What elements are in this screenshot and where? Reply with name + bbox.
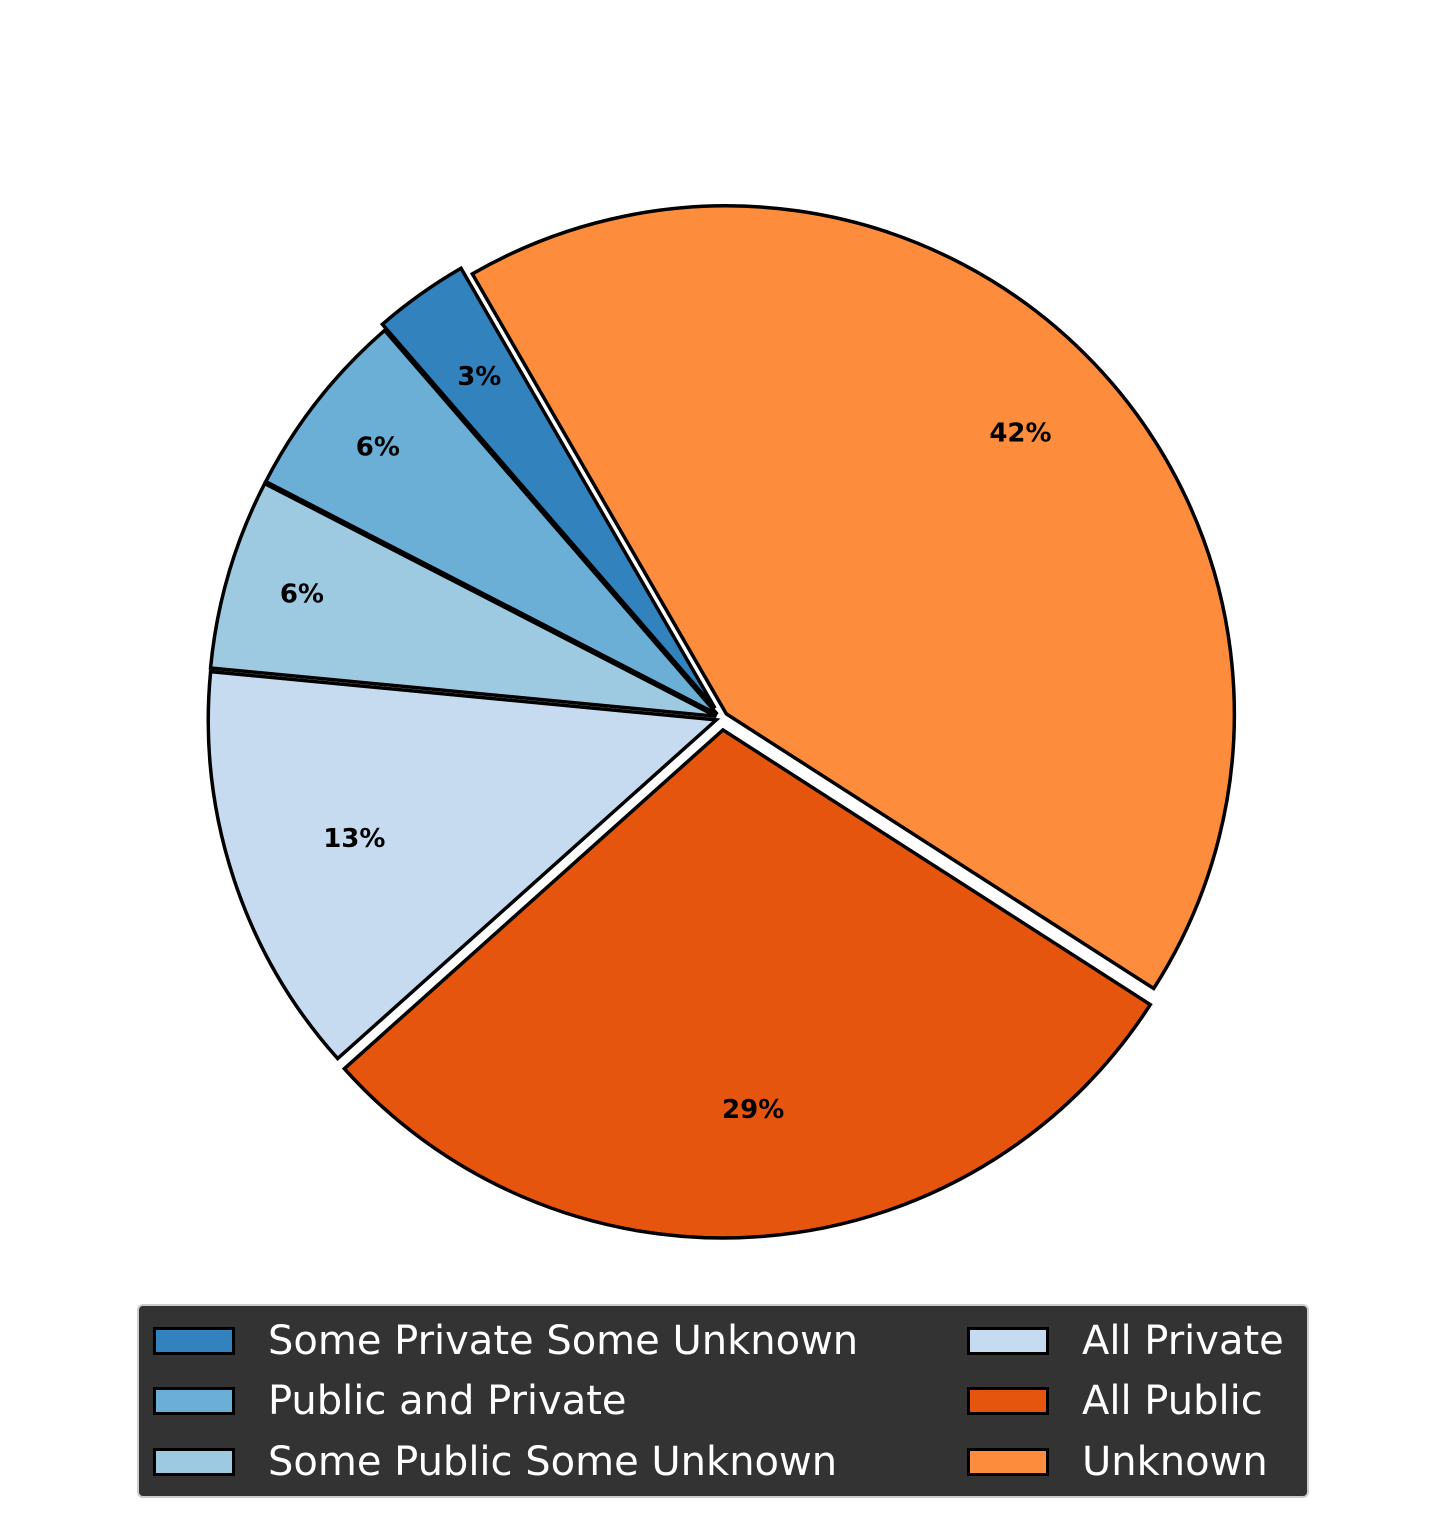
- legend-swatch: [153, 1327, 235, 1355]
- pie-slice-all-private: [206, 669, 721, 1062]
- legend-label: Some Private Some Unknown: [268, 1318, 859, 1364]
- pie-slice-some-private-some-unknown: [379, 265, 717, 710]
- pie-slice-unknown: [469, 204, 1237, 991]
- pie-label-unknown: 42%: [989, 418, 1051, 448]
- legend-item: Some Private Some Unknown: [153, 1313, 858, 1369]
- pie-slice-all-public: [341, 727, 1153, 1240]
- legend-item: Public and Private: [153, 1373, 627, 1429]
- legend-item: Some Public Some Unknown: [153, 1434, 837, 1490]
- pie-label-some-private-some-unknown: 3%: [457, 362, 501, 392]
- pie-slice-some-public-some-unknown: [208, 481, 718, 719]
- legend-swatch: [153, 1387, 235, 1415]
- legend-label: Unknown: [1082, 1439, 1268, 1485]
- pie-chart: 3% 6% 6% 13% 29% 42%: [206, 204, 1237, 1240]
- pie-slice-public-and-private: [263, 327, 719, 716]
- legend-item: Unknown: [967, 1434, 1268, 1490]
- legend-item: All Private: [967, 1313, 1284, 1369]
- legend-label: All Private: [1082, 1318, 1284, 1364]
- legend-swatch: [967, 1327, 1049, 1355]
- pie-label-all-public: 29%: [722, 1095, 784, 1125]
- legend-label: All Public: [1082, 1378, 1263, 1424]
- legend-swatch: [967, 1448, 1049, 1476]
- legend-label: Some Public Some Unknown: [268, 1439, 838, 1485]
- pie-label-public-and-private: 6%: [356, 432, 400, 462]
- legend-swatch: [153, 1448, 235, 1476]
- pie-label-some-public-some-unknown: 6%: [280, 580, 324, 610]
- legend-swatch: [967, 1387, 1049, 1415]
- legend-label: Public and Private: [268, 1378, 627, 1424]
- legend-item: All Public: [967, 1373, 1263, 1429]
- chart-legend: Some Private Some Unknown Public and Priv…: [137, 1304, 1309, 1498]
- pie-label-all-private: 13%: [323, 824, 385, 854]
